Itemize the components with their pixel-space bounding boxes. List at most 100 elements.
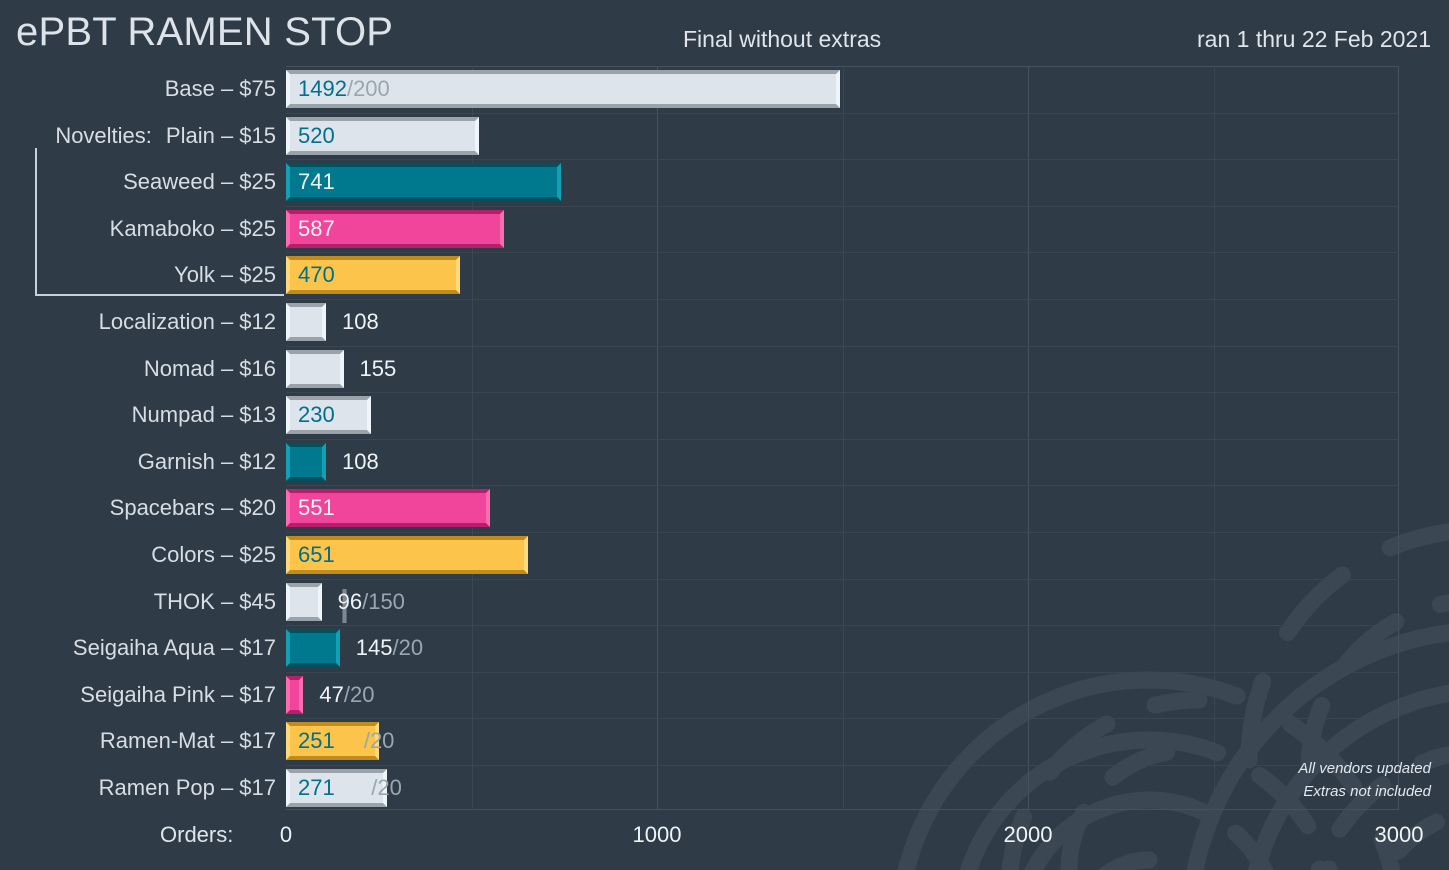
gridline-horizontal — [286, 252, 1399, 254]
gridline-vertical — [842, 66, 844, 810]
bar-row: Garnish – $12 108 — [0, 439, 1449, 485]
gridline-horizontal — [286, 578, 1399, 580]
row-label-localization: Localization – $12 — [0, 299, 276, 345]
bar-container: 155 — [286, 349, 1399, 388]
bar-container: 251/20 — [286, 722, 1399, 761]
bar-base[interactable] — [286, 70, 840, 108]
bar-row: Yolk – $25 470 — [0, 252, 1449, 298]
row-label-garnish: Garnish – $12 — [0, 439, 276, 485]
row-label-text: Plain – $15 — [165, 122, 276, 148]
goal-marker-tick — [341, 588, 347, 623]
row-label-seigaiha-aqua: Seigaiha Aqua – $17 — [0, 625, 276, 671]
bar-container: 230 — [286, 396, 1399, 435]
bar-value-label: 470 — [298, 256, 335, 294]
x-axis-tick-label: 3000 — [1374, 822, 1424, 847]
bar-goal-text: /20 — [363, 728, 395, 754]
gridline-horizontal — [286, 299, 1399, 300]
bar-plain[interactable] — [286, 116, 479, 155]
row-label-text: Seaweed – $25 — [123, 169, 276, 195]
row-label-thok: THOK – $45 — [0, 579, 276, 625]
footnote-line-1: All vendors updated — [1298, 760, 1431, 777]
bar-row: Nomad – $16 155 — [0, 346, 1449, 392]
bar-value-number: 551 — [298, 495, 335, 521]
row-label-text: Spacebars – $20 — [109, 495, 276, 521]
row-label-base: Base – $75 — [0, 66, 276, 112]
row-label-kamaboko: Kamaboko – $25 — [0, 206, 276, 252]
bar-value-label: 96/150 — [338, 583, 405, 621]
bar-container: 551 — [286, 489, 1399, 528]
bar-thok[interactable] — [286, 582, 322, 621]
bar-value-number: 155 — [359, 355, 397, 381]
row-label-text: Nomad – $16 — [143, 355, 276, 381]
gridline-horizontal — [286, 345, 1399, 347]
bar-value-number: 587 — [298, 215, 335, 241]
bar-value-number: 651 — [298, 542, 335, 567]
bar-ramen-pop[interactable] — [286, 769, 387, 807]
bar-value-label: 587 — [298, 210, 335, 248]
bar-row: Ramen Pop – $17 271/20 — [0, 765, 1449, 811]
row-label-spacebars: Spacebars – $20 — [0, 485, 276, 531]
bar-row: Numpad – $13 230 — [0, 392, 1449, 438]
row-label-nomad: Nomad – $16 — [0, 346, 276, 392]
gridline-vertical — [1398, 66, 1399, 810]
bar-container: 96/150 — [286, 582, 1399, 623]
footnotes: All vendors updated Extras not included — [1298, 757, 1431, 803]
row-label-text: Base – $75 — [164, 76, 276, 101]
bar-container: 651 — [286, 536, 1399, 574]
bar-seigaiha-pink[interactable] — [286, 675, 304, 714]
bar-value-label: 1492/200 — [298, 70, 390, 108]
bar-kamaboko[interactable] — [286, 209, 504, 248]
x-axis-tick-label: 0 — [279, 822, 293, 847]
bar-container: 741 — [286, 163, 1399, 202]
row-label-text: Colors – $25 — [151, 542, 276, 567]
bar-row: Spacebars – $20 551 — [0, 485, 1449, 531]
x-axis-tick-label: 2000 — [1003, 822, 1053, 847]
bar-value-number: 145 — [355, 635, 393, 661]
row-label-text: Ramen Pop – $17 — [98, 775, 276, 800]
bar-value-label: 251/20 — [298, 722, 394, 760]
row-label-colors: Colors – $25 — [0, 532, 276, 578]
row-label-text: Garnish – $12 — [137, 448, 276, 474]
bar-value-label: 741 — [298, 163, 335, 201]
bar-container: 470 — [286, 256, 1399, 295]
bar-ramen-mat[interactable] — [286, 722, 380, 761]
gridline-vertical — [657, 66, 658, 810]
bar-yolk[interactable] — [286, 256, 461, 295]
chart-subtitle: Final without extras — [683, 26, 882, 52]
date-range-label: ran 1 thru 22 Feb 2021 — [1197, 26, 1431, 52]
bar-value-number: 230 — [298, 402, 335, 428]
bar-value-number: 47 — [319, 681, 344, 707]
bar-container: 108 — [286, 303, 1399, 341]
gridline-horizontal — [286, 532, 1399, 533]
gridline-horizontal — [286, 485, 1399, 487]
bar-value-number: 108 — [342, 448, 379, 474]
bar-numpad[interactable] — [286, 396, 372, 435]
bar-row: Novelties: Plain – $15 520 — [0, 113, 1449, 159]
bar-row: THOK – $45 96/150 — [0, 579, 1449, 625]
bar-container: 587 — [286, 209, 1399, 248]
group-label-novelties: Novelties: — [55, 122, 152, 148]
row-label-text: Ramen-Mat – $17 — [99, 728, 276, 754]
bar-seaweed[interactable] — [286, 163, 561, 202]
bar-value-number: 741 — [298, 169, 335, 195]
bar-nomad[interactable] — [286, 349, 344, 388]
bar-value-number: 96 — [337, 588, 363, 614]
bar-garnish[interactable] — [286, 442, 327, 481]
bar-row: Base – $75 1492/200 — [0, 66, 1449, 112]
plot-area — [286, 66, 1399, 810]
bar-container: 271/20 — [286, 769, 1399, 807]
gridline-horizontal — [286, 765, 1399, 766]
bar-value-label: 520 — [298, 117, 335, 155]
bar-goal-text: /20 — [371, 775, 402, 800]
bar-seigaiha-aqua[interactable] — [286, 629, 340, 668]
bar-spacebars[interactable] — [286, 489, 491, 528]
bar-row: Seigaiha Pink – $17 47/20 — [0, 672, 1449, 718]
bar-row: Seaweed – $25 741 — [0, 159, 1449, 205]
row-label-numpad: Numpad – $13 — [0, 392, 276, 438]
gridline-horizontal — [286, 205, 1399, 207]
bar-colors[interactable] — [286, 536, 528, 574]
page-title: ePBT RAMEN STOP — [16, 10, 394, 54]
bar-localization[interactable] — [286, 303, 327, 341]
footnote-line-2: Extras not included — [1303, 783, 1431, 800]
